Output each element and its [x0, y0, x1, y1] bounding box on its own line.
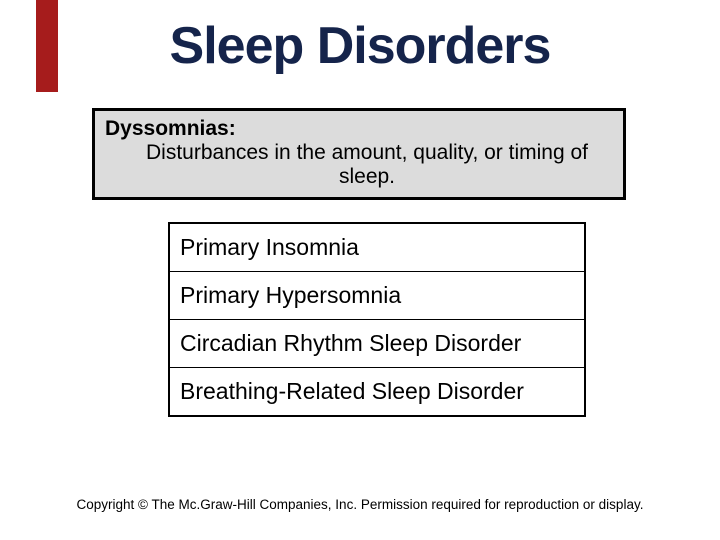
disorder-list: Primary Insomnia Primary Hypersomnia Cir… — [168, 222, 586, 417]
list-item: Primary Hypersomnia — [170, 272, 584, 320]
list-item: Circadian Rhythm Sleep Disorder — [170, 320, 584, 368]
list-item: Breathing-Related Sleep Disorder — [170, 368, 584, 415]
page-title: Sleep Disorders — [0, 16, 720, 76]
slide: Sleep Disorders Dyssomnias: Disturbances… — [0, 0, 720, 540]
definition-description: Disturbances in the amount, quality, or … — [105, 141, 613, 189]
list-item: Primary Insomnia — [170, 224, 584, 272]
definition-term: Dyssomnias: — [105, 117, 613, 141]
copyright-text: Copyright © The Mc.Graw-Hill Companies, … — [0, 497, 720, 512]
definition-box: Dyssomnias: Disturbances in the amount, … — [92, 108, 626, 200]
